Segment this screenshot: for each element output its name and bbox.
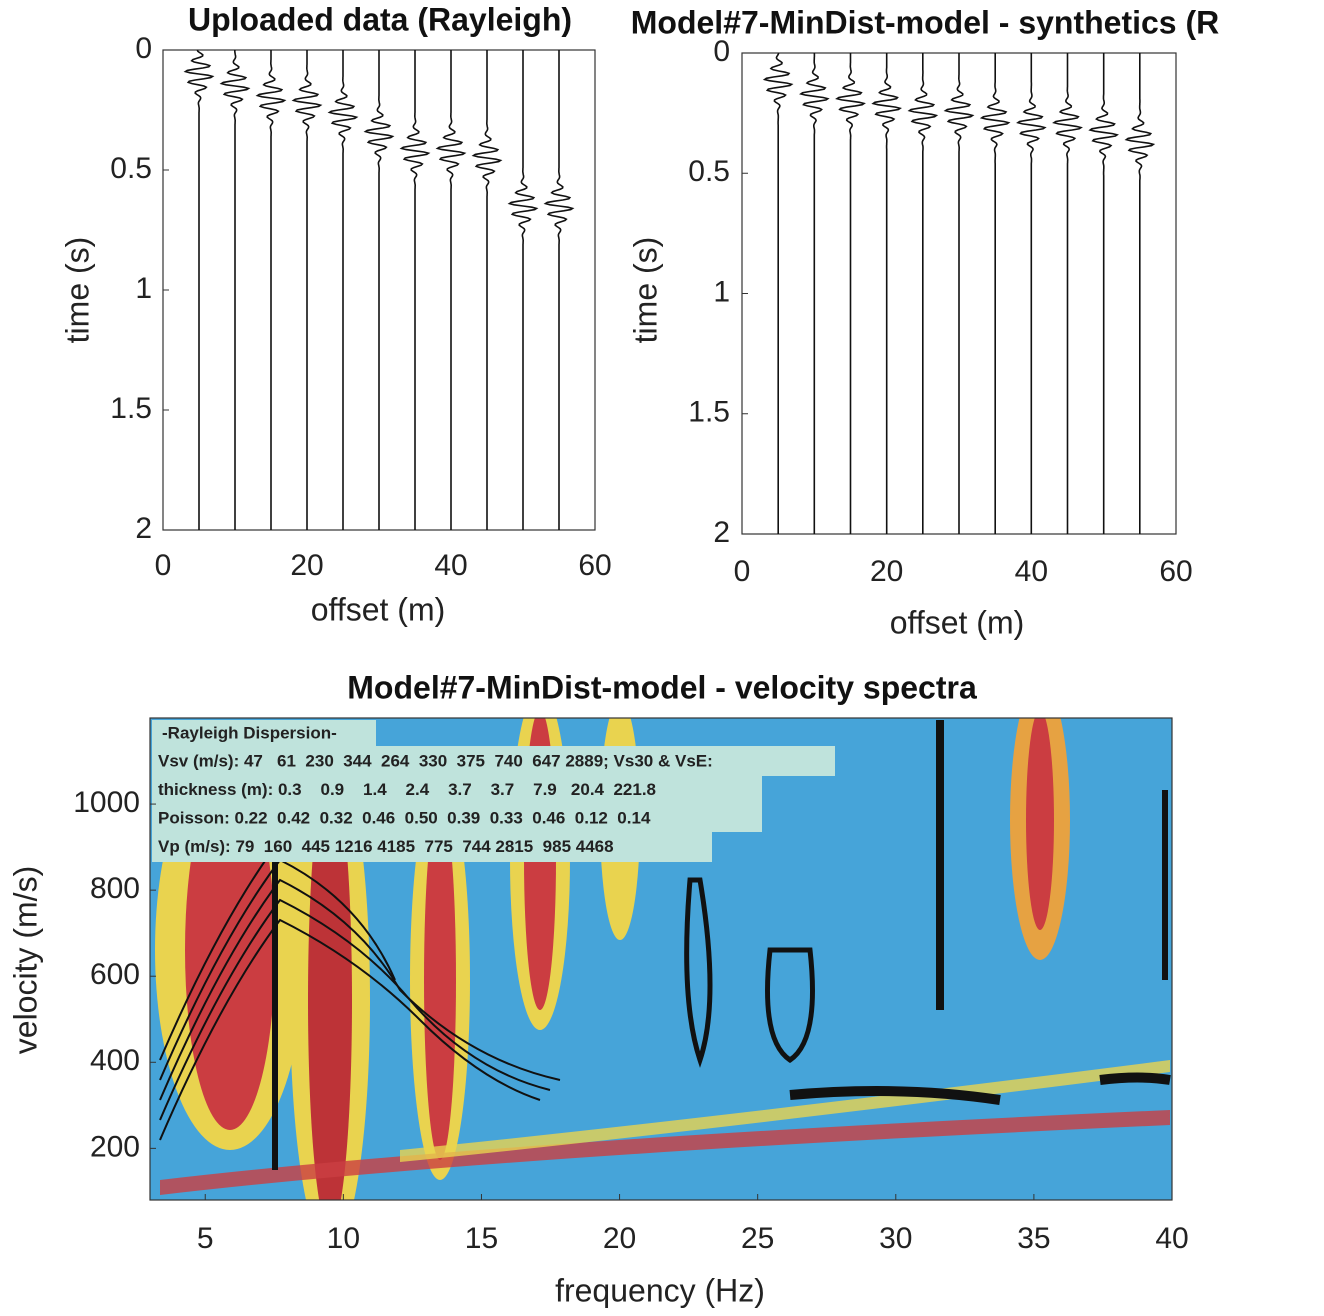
x-tick-label: 60 — [578, 549, 611, 582]
y-axis-label: velocity (m/s) — [7, 866, 43, 1054]
trace — [543, 50, 575, 530]
x-tick-label: 40 — [1155, 1222, 1188, 1255]
y-tick-label: 600 — [90, 958, 140, 991]
trace — [471, 50, 503, 530]
annotation-line: Vsv (m/s): 47 61 230 344 264 330 375 740… — [158, 751, 713, 770]
trace — [907, 53, 939, 534]
chart-title: Uploaded data (Rayleigh) — [188, 1, 572, 37]
x-tick-label: 25 — [741, 1222, 774, 1255]
x-tick-label: 40 — [1015, 555, 1048, 588]
y-tick-label: 1000 — [73, 786, 140, 819]
trace — [183, 49, 215, 530]
trace — [327, 50, 359, 530]
trace — [1016, 53, 1047, 534]
y-tick-label: 200 — [90, 1130, 140, 1163]
trace — [1052, 53, 1083, 534]
trace — [219, 49, 251, 530]
trace — [1088, 53, 1119, 534]
y-tick-label: 0 — [135, 32, 152, 65]
y-tick-label: 0.5 — [688, 155, 730, 188]
trace — [762, 52, 794, 534]
annotation-line: Poisson: 0.22 0.42 0.32 0.46 0.50 0.39 0… — [158, 808, 651, 827]
y-tick-label: 1.5 — [110, 392, 152, 425]
y-axis-label: time (s) — [627, 237, 663, 344]
x-tick-label: 20 — [603, 1222, 636, 1255]
x-tick-label: 40 — [434, 549, 467, 582]
trace — [507, 50, 539, 530]
y-tick-label: 0 — [713, 35, 730, 68]
x-tick-label: 5 — [197, 1222, 214, 1255]
y-tick-label: 800 — [90, 872, 140, 905]
x-tick-label: 20 — [290, 549, 323, 582]
plot-frame — [149, 717, 1173, 1201]
trace — [291, 50, 323, 530]
x-axis-label: offset (m) — [311, 591, 446, 627]
trace — [979, 53, 1011, 534]
y-axis-label: time (s) — [59, 237, 95, 344]
annotation-line: thickness (m): 0.3 0.9 1.4 2.4 3.7 3.7 7… — [158, 780, 656, 799]
x-tick-label: 0 — [734, 555, 751, 588]
trace — [255, 50, 287, 530]
x-tick-label: 20 — [870, 555, 903, 588]
trace — [1124, 53, 1156, 534]
y-tick-label: 2 — [713, 516, 730, 549]
x-axis-label: frequency (Hz) — [555, 1272, 765, 1308]
trace — [435, 50, 467, 530]
y-tick-label: 1 — [713, 275, 730, 308]
trace — [399, 50, 431, 530]
chart-title: Model#7-MinDist-model - velocity spectra — [347, 669, 977, 705]
trace — [943, 53, 975, 534]
chart-title: Model#7-MinDist-model - synthetics (R — [631, 4, 1220, 40]
y-tick-label: 1 — [135, 272, 152, 305]
trace — [799, 52, 830, 534]
x-axis-label: offset (m) — [890, 604, 1025, 640]
x-tick-label: 60 — [1159, 555, 1192, 588]
y-tick-label: 0.5 — [110, 152, 152, 185]
spectrum-background — [150, 718, 1172, 1200]
x-tick-label: 10 — [327, 1222, 360, 1255]
y-tick-label: 2 — [135, 512, 152, 545]
x-tick-label: 15 — [465, 1222, 498, 1255]
trace — [871, 53, 902, 534]
y-tick-label: 400 — [90, 1044, 140, 1077]
x-tick-label: 0 — [155, 549, 172, 582]
x-tick-label: 35 — [1017, 1222, 1050, 1255]
trace — [363, 50, 395, 530]
x-tick-label: 30 — [879, 1222, 912, 1255]
annotation-line: Vp (m/s): 79 160 445 1216 4185 775 744 2… — [158, 837, 614, 856]
trace — [835, 53, 866, 534]
y-tick-label: 1.5 — [688, 396, 730, 429]
annotation-title: -Rayleigh Dispersion- — [162, 723, 337, 742]
